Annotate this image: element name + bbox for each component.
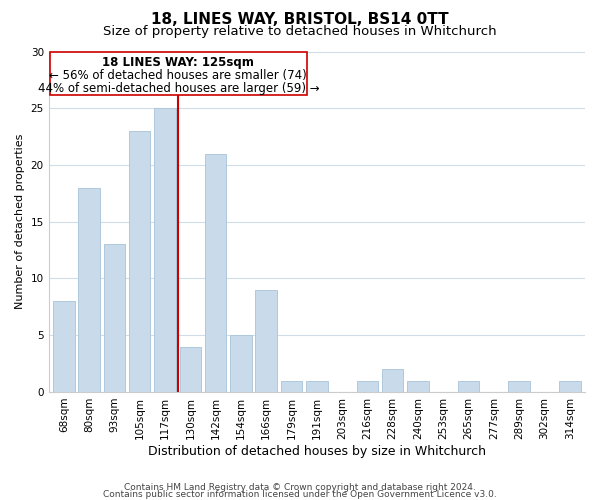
Bar [79, 188, 100, 392]
Text: ← 56% of detached houses are smaller (74): ← 56% of detached houses are smaller (74… [49, 68, 307, 82]
Bar [179, 346, 201, 392]
Bar [256, 290, 277, 392]
Text: Size of property relative to detached houses in Whitchurch: Size of property relative to detached ho… [103, 25, 497, 38]
Bar [356, 380, 378, 392]
Text: 18, LINES WAY, BRISTOL, BS14 0TT: 18, LINES WAY, BRISTOL, BS14 0TT [151, 12, 449, 28]
Bar [230, 335, 251, 392]
Bar [53, 301, 74, 392]
Bar [382, 370, 403, 392]
Text: Contains public sector information licensed under the Open Government Licence v3: Contains public sector information licen… [103, 490, 497, 499]
Bar [458, 380, 479, 392]
Text: 44% of semi-detached houses are larger (59) →: 44% of semi-detached houses are larger (… [38, 82, 319, 94]
Y-axis label: Number of detached properties: Number of detached properties [15, 134, 25, 310]
Bar [407, 380, 429, 392]
FancyBboxPatch shape [50, 52, 307, 94]
Bar [281, 380, 302, 392]
Bar [559, 380, 581, 392]
Bar [129, 131, 151, 392]
Bar [154, 108, 176, 392]
X-axis label: Distribution of detached houses by size in Whitchurch: Distribution of detached houses by size … [148, 444, 486, 458]
Bar [104, 244, 125, 392]
Bar [306, 380, 328, 392]
Text: Contains HM Land Registry data © Crown copyright and database right 2024.: Contains HM Land Registry data © Crown c… [124, 484, 476, 492]
Text: 18 LINES WAY: 125sqm: 18 LINES WAY: 125sqm [103, 56, 254, 69]
Bar [508, 380, 530, 392]
Bar [205, 154, 226, 392]
